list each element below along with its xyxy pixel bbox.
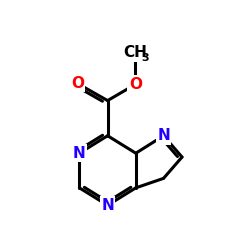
Text: N: N (157, 128, 170, 143)
Text: O: O (129, 77, 142, 92)
Text: N: N (73, 146, 86, 161)
Text: N: N (101, 198, 114, 213)
Text: CH: CH (123, 45, 147, 60)
Text: 3: 3 (141, 53, 148, 63)
Text: O: O (71, 76, 84, 91)
